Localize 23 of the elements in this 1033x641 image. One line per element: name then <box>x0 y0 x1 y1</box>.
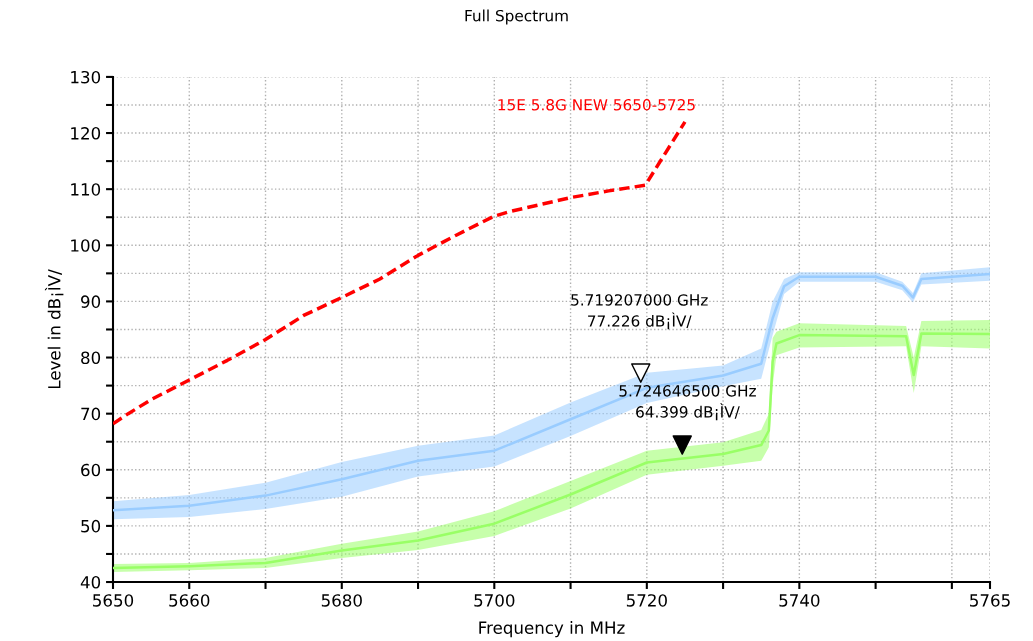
x-tick-label: 5680 <box>321 594 362 607</box>
x-tick-label: 5700 <box>474 594 515 607</box>
x-tick-label: 5765 <box>970 594 1010 607</box>
y-tick-label: 40 <box>80 575 101 589</box>
x-tick-label: 5740 <box>779 594 820 607</box>
x-tick-label: 5650 <box>93 594 134 607</box>
y-tick-label: 50 <box>81 519 101 533</box>
y-tick-label: 70 <box>81 407 101 421</box>
y-tick-label: 130 <box>71 70 101 84</box>
y-axis-title: Level in dB¡ÌV/ <box>44 269 64 389</box>
y-tick-label: 100 <box>71 239 101 252</box>
annotation: 5.719207000 GHz 77.226 dB¡ÌV/ <box>571 294 708 330</box>
y-tick-label: 90 <box>81 295 101 308</box>
x-tick-label: 5720 <box>626 594 667 607</box>
chart-title: Full Spectrum <box>465 9 568 25</box>
x-axis-title: Frequency in MHz <box>479 621 625 638</box>
y-tick-label: 80 <box>81 351 101 365</box>
x-tick-label: 5660 <box>169 594 210 607</box>
y-tick-label: 120 <box>71 127 101 140</box>
annotation: 5.724646500 GHz 64.399 dB¡ÌV/ <box>619 385 756 421</box>
y-tick-label: 60 <box>81 463 101 477</box>
y-tick-label: 110 <box>71 183 101 196</box>
series-label: 15E 5.8G NEW 5650-5725 <box>498 98 695 111</box>
